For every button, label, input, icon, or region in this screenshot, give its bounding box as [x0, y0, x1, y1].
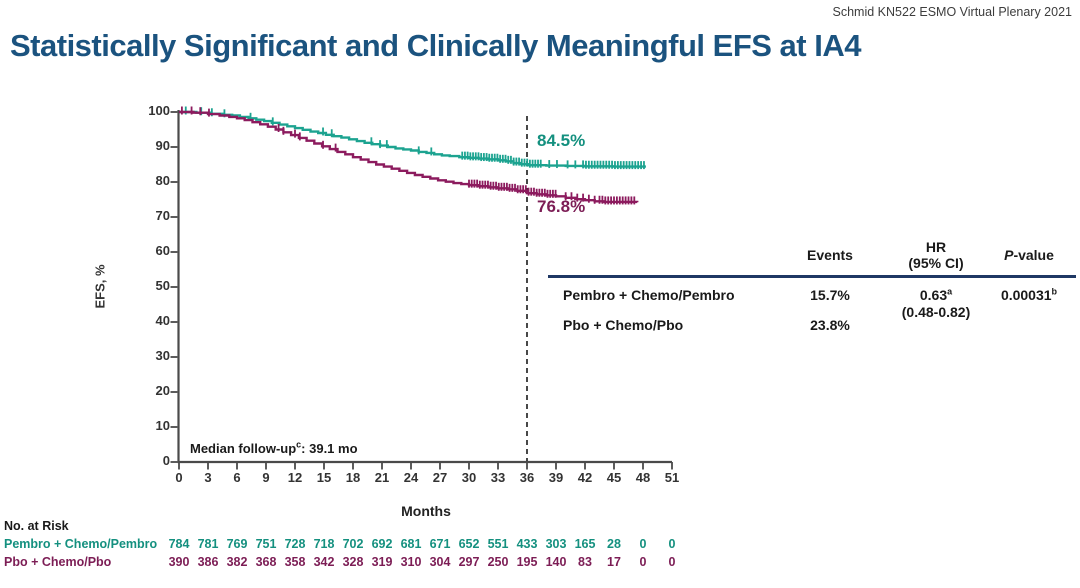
results-p-value: 0.00031b — [977, 287, 1080, 303]
x-tick-label: 0 — [175, 470, 183, 485]
median-followup-note: Median follow-upc: 39.1 mo — [190, 439, 358, 456]
results-header-p-italic: P — [1004, 247, 1014, 263]
x-tick-label: 24 — [403, 470, 419, 485]
risk-value: 195 — [516, 555, 538, 569]
risk-value: 702 — [342, 537, 364, 551]
y-tick-label: 90 — [155, 138, 170, 153]
risk-value: 769 — [226, 537, 248, 551]
results-header-hr-line1: HR — [925, 239, 947, 255]
risk-row-pembro-label: Pembro + Chemo/Pembro — [4, 537, 158, 551]
results-header-hr-line2: (95% CI) — [908, 255, 964, 271]
y-tick-label: 60 — [155, 243, 170, 258]
results-row-pbo-label: Pbo + Chemo/Pbo — [563, 317, 684, 333]
risk-value: 718 — [313, 537, 335, 551]
results-row-pbo-events: 23.8% — [810, 317, 850, 333]
risk-value: 328 — [342, 555, 364, 569]
risk-value: 671 — [429, 537, 451, 551]
median-followup-value: : 39.1 mo — [301, 441, 358, 456]
landmark-efs-pbo: 76.8% — [537, 197, 586, 216]
y-tick-label: 100 — [148, 103, 170, 118]
risk-value: 17 — [607, 555, 621, 569]
x-tick-label: 15 — [316, 470, 332, 485]
y-tick-label: 0 — [162, 453, 170, 468]
x-tick-label: 3 — [204, 470, 212, 485]
median-followup-footnote-marker: c — [296, 439, 302, 450]
x-tick-label: 45 — [606, 470, 622, 485]
results-header-hr: HR (95% CI) — [886, 239, 986, 271]
risk-value: 304 — [429, 555, 451, 569]
risk-value: 83 — [578, 555, 592, 569]
y-tick-label: 40 — [155, 313, 170, 328]
x-tick-label: 12 — [287, 470, 303, 485]
page-title: Statistically Significant and Clinically… — [10, 28, 861, 63]
landmark-efs-pembro: 84.5% — [537, 131, 586, 150]
y-tick-label: 50 — [155, 278, 170, 293]
x-tick-label: 18 — [345, 470, 361, 485]
hr-footnote-marker: a — [947, 286, 953, 297]
y-tick-label: 30 — [155, 348, 170, 363]
results-hr-value: 0.63a — [886, 287, 986, 303]
risk-value: 784 — [168, 537, 190, 551]
risk-value: 303 — [545, 537, 567, 551]
x-tick-label: 48 — [635, 470, 651, 485]
risk-value: 681 — [400, 537, 422, 551]
x-tick-label: 42 — [577, 470, 593, 485]
risk-value: 342 — [313, 555, 335, 569]
attribution-text: Schmid KN522 ESMO Virtual Plenary 2021 — [832, 5, 1072, 19]
results-header-events: Events — [807, 247, 853, 263]
results-header-pvalue: P-value — [977, 247, 1080, 263]
median-followup-label: Median follow-up — [190, 441, 297, 456]
y-tick-label: 80 — [155, 173, 170, 188]
risk-value: 390 — [168, 555, 190, 569]
risk-value: 250 — [487, 555, 509, 569]
risk-value: 0 — [639, 537, 647, 551]
results-table-rule — [548, 275, 1076, 278]
p-number: 0.00031 — [1000, 287, 1052, 303]
risk-value: 433 — [516, 537, 538, 551]
x-tick-label: 9 — [262, 470, 270, 485]
x-tick-label: 36 — [519, 470, 535, 485]
risk-value: 297 — [458, 555, 480, 569]
risk-value: 358 — [284, 555, 306, 569]
risk-value: 781 — [197, 537, 219, 551]
risk-value: 28 — [607, 537, 621, 551]
risk-value: 386 — [197, 555, 219, 569]
risk-value: 140 — [545, 555, 567, 569]
risk-table-title: No. at Risk — [4, 519, 69, 533]
results-row-pembro-label: Pembro + Chemo/Pembro — [563, 287, 735, 303]
risk-value: 728 — [284, 537, 306, 551]
x-tick-label: 33 — [490, 470, 506, 485]
risk-value: 551 — [487, 537, 509, 551]
p-footnote-marker: b — [1051, 286, 1058, 297]
risk-value: 692 — [371, 537, 393, 551]
hr-number: 0.63 — [919, 287, 948, 303]
x-tick-label: 30 — [461, 470, 477, 485]
risk-value: 165 — [574, 537, 596, 551]
x-tick-label: 39 — [548, 470, 564, 485]
results-hr-ci: (0.48-0.82) — [901, 304, 971, 320]
y-tick-label: 20 — [155, 383, 170, 398]
risk-value: 368 — [255, 555, 277, 569]
results-row-pembro-events: 15.7% — [810, 287, 850, 303]
x-tick-label: 6 — [233, 470, 241, 485]
risk-value: 652 — [458, 537, 480, 551]
x-tick-label: 51 — [664, 470, 680, 485]
risk-value: 382 — [226, 555, 248, 569]
y-tick-label: 70 — [155, 208, 170, 223]
x-tick-label: 21 — [374, 470, 390, 485]
risk-value: 751 — [255, 537, 277, 551]
x-axis-title: Months — [401, 503, 451, 519]
risk-value: 0 — [668, 537, 676, 551]
y-tick-label: 10 — [155, 418, 170, 433]
x-tick-label: 27 — [432, 470, 448, 485]
risk-value: 319 — [371, 555, 393, 569]
risk-row-pbo-label: Pbo + Chemo/Pbo — [4, 555, 112, 569]
risk-value: 0 — [639, 555, 647, 569]
results-header-p-rest: -value — [1013, 247, 1054, 263]
risk-value: 310 — [400, 555, 422, 569]
risk-value: 0 — [668, 555, 676, 569]
